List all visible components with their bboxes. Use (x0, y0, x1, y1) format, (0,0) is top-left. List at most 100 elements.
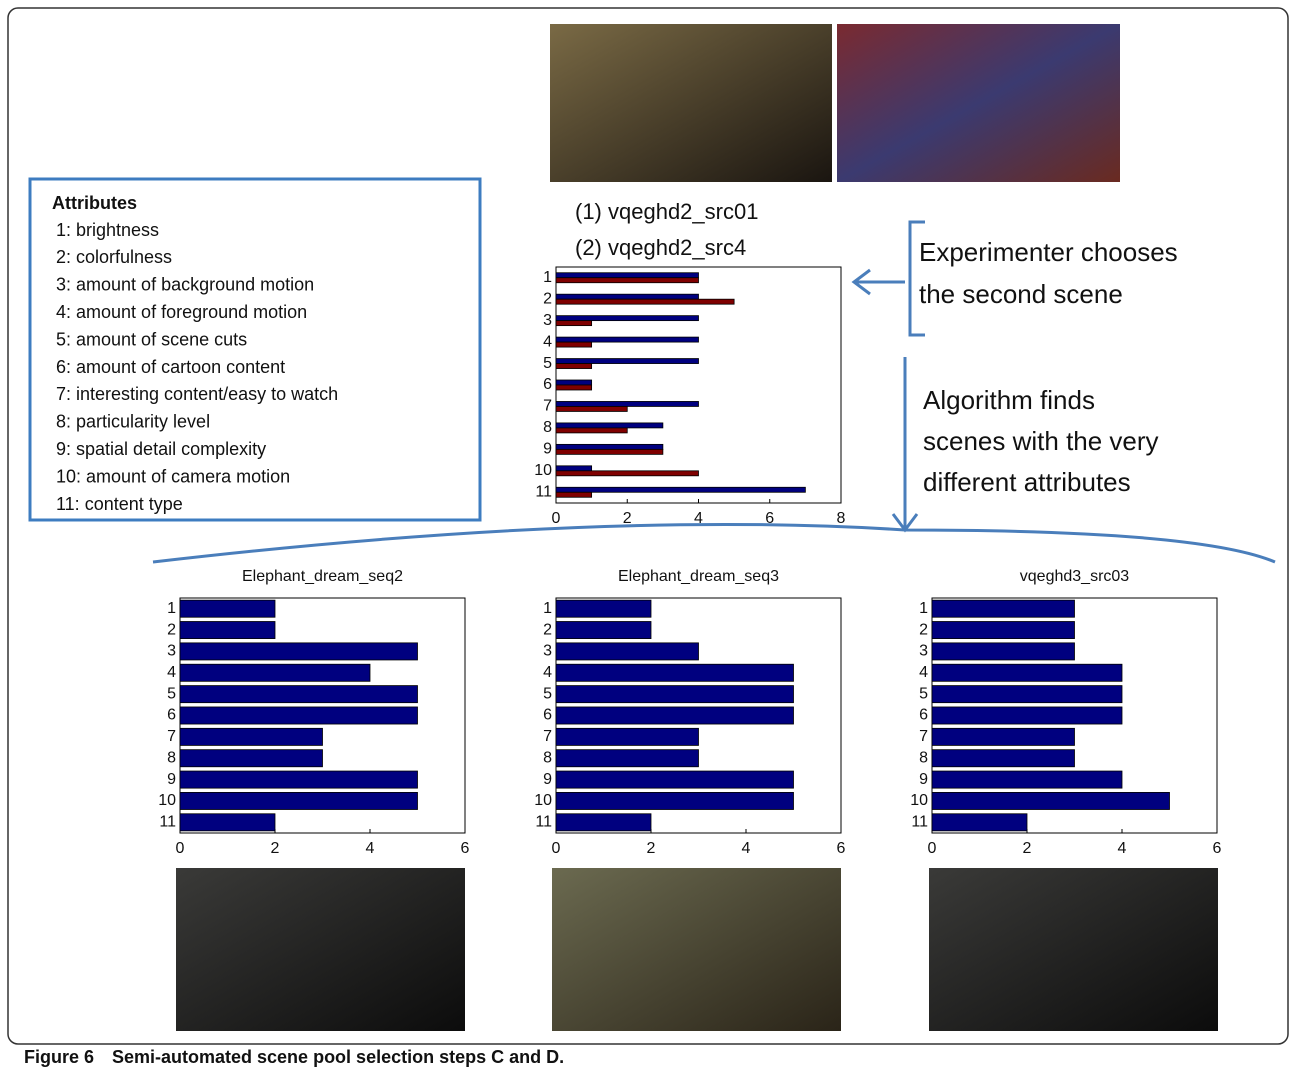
bar (555, 706, 794, 725)
attribute-item: 9: spatial detail complexity (56, 439, 266, 459)
bar (555, 272, 699, 279)
bar (555, 599, 652, 618)
attribute-item: 10: amount of camera motion (56, 466, 290, 486)
attributes-title: Attributes (52, 193, 137, 213)
bar (179, 749, 323, 768)
attribute-item: 3: amount of background motion (56, 275, 314, 295)
x-tick-label: 0 (552, 840, 561, 857)
bar (931, 642, 1075, 661)
bar (555, 792, 794, 810)
scene-image (550, 24, 832, 182)
y-tick-label: 8 (167, 749, 176, 766)
y-tick-label: 5 (543, 685, 552, 702)
annotation: scenes with the very (923, 426, 1159, 456)
scene-image (929, 868, 1218, 1031)
bar (555, 298, 735, 305)
y-tick-label: 9 (543, 441, 552, 458)
bar (555, 401, 699, 407)
y-tick-label: 4 (543, 333, 552, 350)
figure-frame (7, 7, 1289, 1045)
x-tick-label: 2 (623, 510, 632, 527)
annotation: Experimenter chooses (919, 237, 1178, 267)
bar (555, 621, 652, 639)
y-tick-label: 9 (919, 771, 928, 788)
y-tick-label: 7 (167, 728, 176, 745)
y-tick-label: 3 (543, 643, 552, 660)
bar (179, 599, 276, 618)
y-tick-label: 9 (543, 771, 552, 788)
bar (555, 448, 664, 455)
bar (179, 770, 418, 789)
bar (555, 465, 593, 472)
bar (931, 663, 1123, 682)
x-tick-label: 2 (647, 840, 656, 857)
bar (555, 770, 794, 789)
caption-text: Semi-automated scene pool selection step… (112, 1047, 564, 1067)
y-tick-label: 5 (167, 685, 176, 702)
bar (931, 706, 1123, 725)
x-tick-label: 4 (694, 510, 703, 527)
bar (179, 663, 371, 682)
attribute-item: 5: amount of scene cuts (56, 329, 247, 349)
x-tick-label: 2 (1023, 840, 1032, 857)
bar (931, 621, 1075, 639)
bar (555, 642, 699, 661)
y-tick-label: 4 (543, 664, 552, 681)
chart-title: Elephant_dream_seq3 (618, 568, 779, 585)
legend-entry: (1) vqeghd2_src01 (575, 199, 758, 224)
annotation: different attributes (923, 467, 1131, 497)
y-tick-label: 6 (543, 707, 552, 724)
bar (555, 315, 699, 322)
attribute-item: 2: colorfulness (56, 247, 172, 267)
y-tick-label: 8 (543, 749, 552, 766)
bar (179, 621, 276, 639)
bar (555, 685, 794, 704)
attribute-item: 8: particularity level (56, 412, 210, 432)
y-tick-label: 4 (919, 664, 928, 681)
x-tick-label: 6 (765, 510, 774, 527)
bar (179, 792, 418, 810)
x-tick-label: 0 (928, 840, 937, 857)
y-tick-label: 2 (167, 621, 176, 638)
y-tick-label: 1 (543, 269, 552, 286)
bar (555, 363, 593, 369)
attribute-item: 4: amount of foreground motion (56, 302, 307, 322)
scene-image (552, 868, 841, 1031)
bar (555, 379, 593, 386)
y-tick-label: 1 (167, 600, 176, 617)
attribute-item: 1: brightness (56, 220, 159, 240)
y-tick-label: 3 (919, 643, 928, 660)
bar (555, 443, 664, 450)
attribute-item: 7: interesting content/easy to watch (56, 384, 338, 404)
bar (179, 685, 418, 704)
bar (179, 706, 418, 725)
y-tick-label: 7 (919, 728, 928, 745)
y-tick-label: 2 (543, 290, 552, 307)
x-tick-label: 4 (1118, 840, 1127, 857)
y-tick-label: 2 (543, 621, 552, 638)
y-tick-label: 5 (543, 355, 552, 372)
chart-title: vqeghd3_src03 (1020, 568, 1130, 585)
attributes-box (28, 177, 482, 522)
y-tick-label: 7 (543, 398, 552, 415)
y-tick-label: 7 (543, 728, 552, 745)
y-tick-label: 5 (919, 685, 928, 702)
y-tick-label: 11 (159, 814, 176, 831)
bar (555, 384, 593, 391)
bar (555, 813, 652, 832)
y-tick-label: 6 (167, 707, 176, 724)
annotation: the second scene (919, 279, 1123, 309)
y-tick-label: 10 (534, 792, 552, 809)
x-tick-label: 6 (461, 840, 470, 857)
bar (555, 320, 593, 327)
scene-image (837, 24, 1120, 182)
bar (555, 663, 794, 682)
x-tick-label: 2 (271, 840, 280, 857)
bar (179, 813, 276, 832)
bar (555, 749, 699, 768)
y-tick-label: 11 (535, 483, 552, 500)
x-tick-label: 8 (837, 510, 846, 527)
bar (555, 277, 699, 284)
bar (555, 422, 664, 429)
bar (931, 813, 1028, 832)
